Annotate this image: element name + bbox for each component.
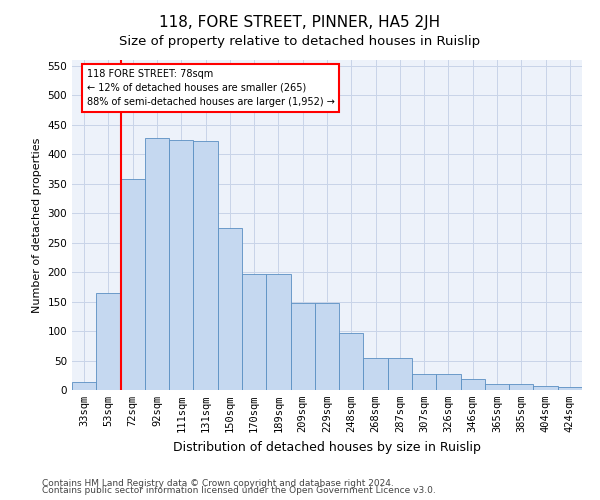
Text: Contains HM Land Registry data © Crown copyright and database right 2024.: Contains HM Land Registry data © Crown c…	[42, 478, 394, 488]
Text: 118 FORE STREET: 78sqm
← 12% of detached houses are smaller (265)
88% of semi-de: 118 FORE STREET: 78sqm ← 12% of detached…	[86, 69, 334, 107]
Bar	[96, 293, 121, 390]
Y-axis label: Number of detached properties: Number of detached properties	[32, 138, 42, 312]
Bar	[509, 384, 533, 390]
Bar	[72, 382, 96, 390]
Text: 118, FORE STREET, PINNER, HA5 2JH: 118, FORE STREET, PINNER, HA5 2JH	[160, 15, 440, 30]
Bar	[193, 142, 218, 390]
Bar	[485, 384, 509, 390]
Bar	[121, 179, 145, 390]
Bar	[461, 379, 485, 390]
Bar	[436, 374, 461, 390]
Bar	[388, 358, 412, 390]
Bar	[266, 274, 290, 390]
Bar	[218, 228, 242, 390]
Bar	[364, 358, 388, 390]
Bar	[533, 386, 558, 390]
Bar	[558, 387, 582, 390]
Bar	[290, 304, 315, 390]
Text: Contains public sector information licensed under the Open Government Licence v3: Contains public sector information licen…	[42, 486, 436, 495]
X-axis label: Distribution of detached houses by size in Ruislip: Distribution of detached houses by size …	[173, 440, 481, 454]
Bar	[339, 333, 364, 390]
Text: Size of property relative to detached houses in Ruislip: Size of property relative to detached ho…	[119, 35, 481, 48]
Bar	[315, 304, 339, 390]
Bar	[412, 374, 436, 390]
Bar	[169, 140, 193, 390]
Bar	[145, 138, 169, 390]
Bar	[242, 274, 266, 390]
